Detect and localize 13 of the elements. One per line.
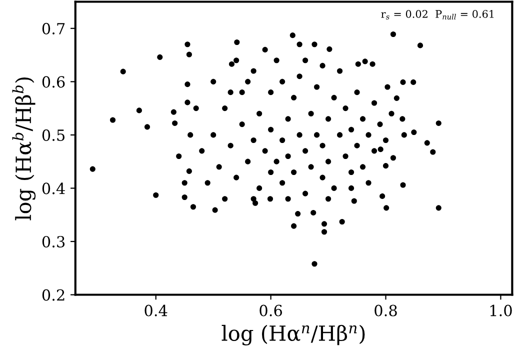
y-tick-label: 0.6 [42, 76, 65, 88]
y-axis-title: log (Hα$^{b}$/Hβ$^{b}$) [12, 77, 36, 220]
annotation: r$_{s}$ = 0.02 P$_{null}$ = 0.61 [381, 10, 494, 20]
x-tick-label: 1.0 [490, 304, 512, 316]
x-tick-label: 0.4 [144, 304, 168, 316]
x-tick-label: 0.6 [260, 304, 282, 316]
y-tick-label: 0.7 [42, 22, 65, 34]
x-tick-label: 0.8 [374, 304, 397, 316]
y-tick-label: 0.4 [42, 182, 65, 194]
x-axis-title: log (Hα$^{n}$/Hβ$^{n}$) [222, 324, 365, 346]
y-tick-label: 0.3 [42, 236, 65, 248]
y-tick-label: 0.2 [42, 289, 64, 301]
y-tick-label: 0.5 [42, 129, 64, 141]
